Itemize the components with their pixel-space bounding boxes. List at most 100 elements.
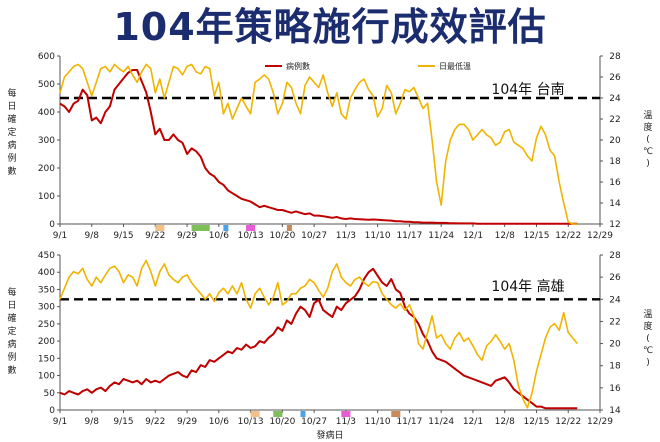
panel-1-ytick-left-label: 350 — [38, 285, 55, 295]
panel-1-y-right-title-char: 度 — [643, 320, 652, 332]
panel-1-intervention-marker — [273, 411, 283, 417]
panel-1-ytick-right-label: 14 — [609, 406, 621, 416]
panel-0-y-left-title-char: 定 — [7, 126, 16, 138]
panel-0-ytick-left-label: 400 — [38, 108, 55, 118]
panel-1-y-right-title-char: 溫 — [643, 309, 652, 320]
panel-0-y-right-title-char: ) — [646, 159, 650, 169]
panel-1-y-right-title-char: ) — [646, 358, 650, 368]
panel-0-y-left-title-char: 日 — [7, 101, 16, 112]
panel-0-ytick-left-label: 300 — [38, 136, 55, 146]
panel-1-ytick-right-label: 28 — [609, 251, 621, 261]
panel-0-xtick-label: 9/22 — [145, 231, 165, 241]
panel-1-ytick-right-label: 24 — [609, 295, 621, 305]
panel-1-ytick-left-label: 250 — [38, 320, 55, 330]
panel-0-xtick-label: 12/8 — [495, 231, 515, 241]
panel-0-y-left-title-char: 例 — [7, 152, 16, 164]
panel-1-cases-series-line — [59, 267, 578, 410]
panel-0-y-right-title-char: 度 — [643, 121, 652, 133]
panel-1-xtick-label: 9/1 — [53, 417, 67, 427]
panel-0-intervention-marker — [191, 225, 210, 231]
panel-1-intervention-marker — [391, 411, 401, 417]
panel-1-y-left-title-char: 每 — [7, 286, 16, 298]
panel-0-y-left-title-char: 數 — [7, 165, 16, 177]
panel-1-ytick-left-label: 50 — [44, 389, 56, 399]
legend-cases-label: 病例數 — [286, 61, 310, 71]
panel-1-y-left-title-char: 定 — [7, 325, 16, 337]
panel-0-city-label: 104年 台南 — [491, 82, 564, 98]
panel-0-xtick-label: 10/27 — [301, 231, 327, 241]
panel-0-y-left-title-char: 確 — [7, 113, 16, 125]
panel-0-xtick-label: 10/20 — [269, 231, 295, 241]
panel-1-y-right-title-char: ℃ — [643, 346, 653, 356]
panel-1-ytick-right-label: 16 — [609, 384, 621, 394]
panel-1-ytick-left-label: 200 — [38, 337, 55, 347]
panel-0-y-right-title-char: 溫 — [643, 110, 652, 121]
panel-0-xtick-label: 12/29 — [587, 231, 613, 241]
panel-1-xtick-label: 10/27 — [301, 417, 327, 427]
panel-1-intervention-marker — [300, 411, 306, 417]
panel-0-ytick-left-label: 500 — [38, 80, 55, 90]
panel-0-xtick-label: 10/6 — [209, 231, 229, 241]
panel-0-ytick-right-label: 22 — [609, 115, 620, 125]
panel-1-ytick-right-label: 22 — [609, 317, 620, 327]
panel-1-ytick-right-label: 18 — [609, 362, 621, 372]
panel-0-y-left-title-char: 每 — [7, 87, 16, 99]
panel-0-ytick-left-label: 200 — [38, 164, 55, 174]
panel-1-xtick-label: 11/10 — [365, 417, 391, 427]
panel-0-xtick-label: 12/22 — [555, 231, 581, 241]
panel-0-ytick-right-label: 16 — [609, 178, 621, 188]
panel-0-ytick-left-label: 0 — [49, 220, 55, 230]
panel-0-temp-series-line — [59, 63, 578, 225]
panel-1-xtick-label: 12/29 — [587, 417, 613, 427]
panel-1-xtick-label: 11/24 — [428, 417, 454, 427]
panel-0-intervention-marker — [155, 225, 165, 231]
panel-1-ytick-right-label: 20 — [609, 340, 621, 350]
panel-0-ytick-left-label: 600 — [38, 52, 55, 62]
panel-1-xtick-label: 10/13 — [238, 417, 264, 427]
panel-0-y-left-title-char: 病 — [7, 139, 16, 151]
panel-0-ytick-right-label: 14 — [609, 199, 621, 209]
panel-0-ytick-right-label: 18 — [609, 157, 621, 167]
panel-0-xtick-label: 9/15 — [113, 231, 133, 241]
panel-0-intervention-marker — [286, 225, 292, 231]
panel-0-y-right-title-char: ℃ — [643, 147, 653, 157]
panel-1-xtick-label: 12/22 — [555, 417, 581, 427]
panel-1-ytick-left-label: 150 — [38, 354, 55, 364]
panel-1-xtick-label: 10/20 — [269, 417, 295, 427]
panel-0-y-right-title-char: ( — [646, 135, 650, 145]
panel-0-xtick-label: 12/15 — [524, 231, 550, 241]
panel-1-y-left-title-char: 確 — [7, 312, 16, 324]
panel-0-intervention-marker — [223, 225, 229, 231]
panel-0-ytick-right-label: 28 — [609, 52, 621, 62]
panel-1-xtick-label: 11/17 — [396, 417, 422, 427]
panel-1-y-left-title-char: 數 — [7, 364, 16, 376]
panel-0-xtick-label: 11/17 — [396, 231, 422, 241]
panel-1-y-right-title-char: ( — [646, 334, 650, 344]
panel-1-city-label: 104年 高雄 — [491, 278, 564, 295]
panel-1-xtick-label: 9/15 — [113, 417, 133, 427]
panel-1-ytick-left-label: 450 — [38, 251, 55, 261]
panel-0-ytick-right-label: 12 — [609, 220, 620, 230]
panel-1-xtick-label: 11/3 — [336, 417, 356, 427]
panel-1-ytick-left-label: 100 — [38, 372, 55, 382]
panel-1-ytick-right-label: 26 — [609, 273, 621, 283]
panel-1-y-left-title-char: 日 — [7, 300, 16, 311]
panel-0-xtick-label: 11/3 — [336, 231, 356, 241]
legend-temp-label: 日最低溫 — [439, 61, 471, 71]
panel-1-xtick-label: 9/29 — [177, 417, 197, 427]
panel-1-temp-series-line — [59, 259, 578, 409]
panel-1-xtick-label: 12/1 — [463, 417, 483, 427]
panel-0-xtick-label: 11/24 — [428, 231, 454, 241]
panel-0-intervention-marker — [246, 225, 256, 231]
panel-0-xtick-label: 9/8 — [85, 231, 100, 241]
panel-0-xtick-label: 10/13 — [238, 231, 264, 241]
panel-0-xtick-label: 9/29 — [177, 231, 197, 241]
panel-1-xtick-label: 10/6 — [209, 417, 229, 427]
panel-0-xtick-label: 9/1 — [53, 231, 67, 241]
panel-1-y-left-title-char: 例 — [7, 351, 16, 363]
panel-0-ytick-right-label: 20 — [609, 136, 621, 146]
panel-1-ytick-left-label: 0 — [49, 406, 55, 416]
panel-0-ytick-right-label: 24 — [609, 94, 621, 104]
panel-0-xtick-label: 11/10 — [365, 231, 391, 241]
